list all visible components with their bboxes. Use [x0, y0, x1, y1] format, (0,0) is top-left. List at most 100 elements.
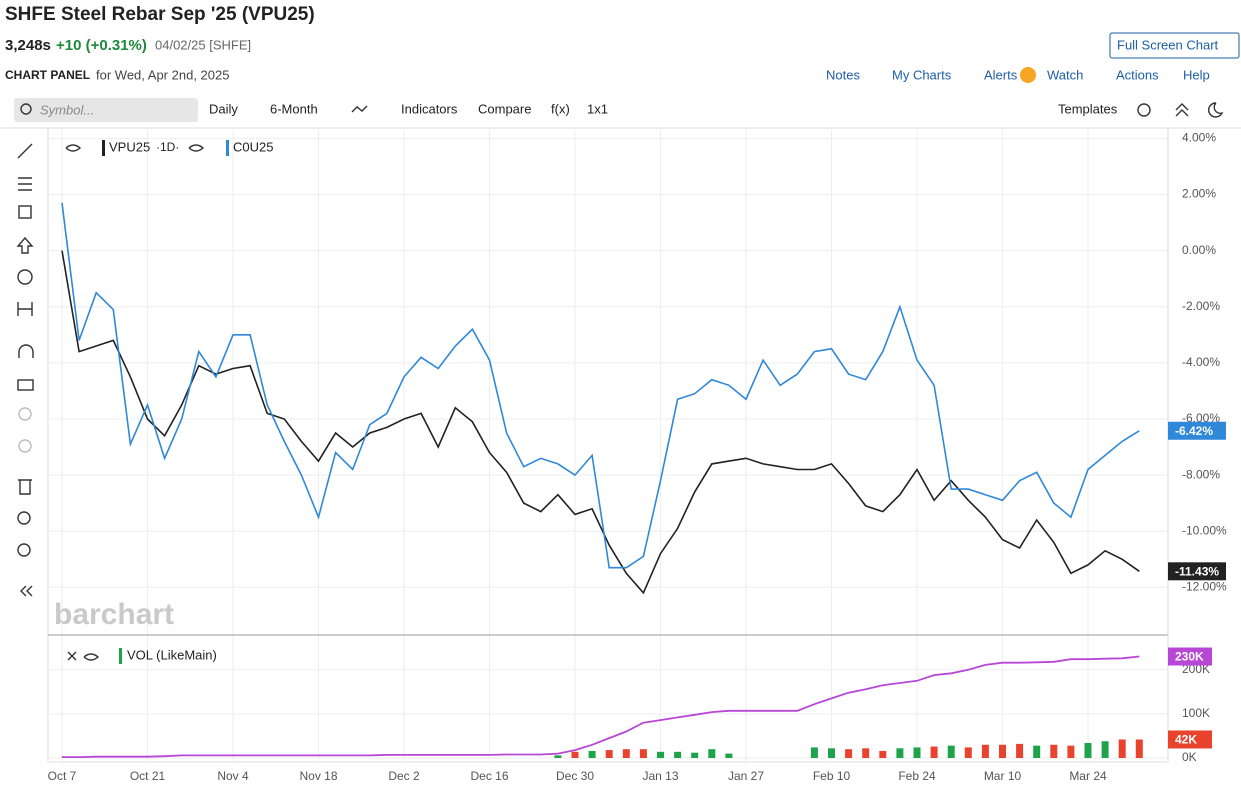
panel-label: CHART PANEL: [5, 68, 90, 82]
x-tick-label: Dec 16: [470, 769, 508, 783]
tool-sidebar: [16, 143, 34, 597]
tool-fib[interactable]: [18, 177, 32, 191]
tool-number[interactable]: [17, 269, 33, 285]
eye-icon[interactable]: [83, 653, 100, 661]
y-tick-label: 2.00%: [1182, 187, 1216, 201]
search-box[interactable]: [14, 98, 198, 122]
x-tick-label: Nov 18: [299, 769, 337, 783]
volume-bar: [657, 751, 664, 758]
close-icon[interactable]: [67, 651, 77, 661]
volume-bar: [930, 746, 938, 758]
volume-bar: [1016, 743, 1024, 758]
x-tick-label: Dec 2: [388, 769, 420, 783]
volume-bar: [725, 753, 733, 758]
y-tick-label: -2.00%: [1182, 299, 1220, 313]
x-tick-label: Oct 7: [48, 769, 77, 783]
tool-undo[interactable]: [18, 407, 32, 421]
x-tick-label: Jan 27: [728, 769, 764, 783]
tool-magnet[interactable]: [18, 344, 34, 358]
title: SHFE Steel Rebar Sep '25 (VPU25): [5, 4, 315, 25]
volume-bar: [639, 749, 647, 758]
tool-line[interactable]: [17, 143, 33, 159]
tb-fx[interactable]: f(x): [551, 101, 570, 116]
grid-layer: [48, 130, 1168, 762]
tool-collapse[interactable]: [20, 585, 33, 597]
tool-delete[interactable]: [18, 479, 32, 495]
value-label-box: [1168, 730, 1212, 749]
volume-bar: [913, 747, 921, 758]
legend-name-1: C0U25: [233, 139, 273, 154]
tb-layout[interactable]: 1x1: [587, 101, 608, 116]
tool-lock[interactable]: [17, 379, 34, 391]
tool-redo[interactable]: [18, 439, 32, 453]
y-tick-label: -6.00%: [1182, 411, 1220, 425]
volume-bar: [981, 744, 989, 758]
eye-icon[interactable]: [65, 144, 82, 152]
value-label-box: [1168, 421, 1226, 440]
volume-bar: [1033, 745, 1041, 758]
tb-templates[interactable]: Templates: [1058, 101, 1118, 116]
volume-bar: [1067, 745, 1075, 758]
volume-bar: [708, 749, 716, 758]
tool-arrow[interactable]: [16, 236, 34, 254]
quote-date: 04/02/25 [SHFE]: [155, 37, 251, 52]
change: +10 (+0.31%): [56, 37, 147, 54]
y-tick-label: 0K: [1182, 750, 1197, 764]
settings-icon[interactable]: [1137, 103, 1151, 117]
volume-bar: [1135, 739, 1143, 758]
y-tick-label: -10.00%: [1182, 523, 1227, 537]
volume-bar: [554, 755, 562, 758]
volume-bar: [999, 744, 1006, 758]
legend-swatch-1: [226, 140, 229, 156]
menu-actions[interactable]: Actions: [1116, 67, 1159, 82]
volume-bar: [605, 750, 613, 758]
volume-bar: [828, 748, 835, 758]
legend-name-0: VPU25: [109, 139, 150, 154]
collapse-icon[interactable]: [1175, 103, 1189, 117]
search-placeholder[interactable]: Symbol...: [40, 102, 94, 117]
value-label: 42K: [1175, 733, 1197, 747]
x-tick-label: Feb 24: [898, 769, 936, 783]
x-tick-label: Mar 10: [984, 769, 1022, 783]
volume-bar: [571, 751, 579, 758]
menu-notes[interactable]: Notes: [826, 67, 860, 82]
tool-zoom-out[interactable]: [17, 543, 31, 557]
volume-bar: [810, 747, 818, 758]
eye-icon[interactable]: [188, 144, 205, 152]
y-tick-label: 0.00%: [1182, 243, 1216, 257]
panel-date: for Wed, Apr 2nd, 2025: [96, 67, 229, 82]
fullscreen-label[interactable]: Full Screen Chart: [1117, 37, 1219, 52]
tb-range[interactable]: 6-Month: [270, 101, 318, 116]
theme-icon[interactable]: [1208, 102, 1224, 118]
watermark: barchart: [54, 598, 174, 631]
volume-bar: [691, 752, 699, 758]
value-label: -6.42%: [1175, 424, 1213, 438]
tb-compare[interactable]: Compare: [478, 101, 531, 116]
fullscreen-button[interactable]: [1109, 32, 1240, 59]
menu-help[interactable]: Help: [1183, 67, 1210, 82]
y-tick-label: -4.00%: [1182, 355, 1220, 369]
tool-shape[interactable]: [18, 205, 32, 219]
series-line: [61, 250, 1140, 595]
y-tick-label: -8.00%: [1182, 467, 1220, 481]
menu-my-charts[interactable]: My Charts: [892, 67, 952, 82]
menu-alerts[interactable]: Alerts: [984, 67, 1018, 82]
value-label: 230K: [1175, 650, 1204, 664]
tb-daily[interactable]: Daily: [209, 101, 238, 116]
legend-swatch-vol: [119, 648, 122, 664]
tool-measure[interactable]: [17, 302, 33, 316]
alert-icon[interactable]: [1020, 67, 1036, 83]
menu-watch[interactable]: Watch: [1047, 67, 1083, 82]
tb-style-icon[interactable]: [351, 105, 368, 113]
x-tick-label: Nov 4: [217, 769, 249, 783]
tb-indicators[interactable]: Indicators: [401, 101, 458, 116]
price: 3,248s: [5, 37, 51, 54]
volume-bar: [862, 748, 870, 758]
volume-bar: [1084, 743, 1092, 758]
volume-bar: [947, 745, 955, 758]
y-tick-label: -12.00%: [1182, 579, 1227, 593]
tool-zoom-in[interactable]: [17, 511, 31, 525]
search-icon: [20, 103, 32, 115]
y-tick-label: 100K: [1182, 706, 1210, 720]
